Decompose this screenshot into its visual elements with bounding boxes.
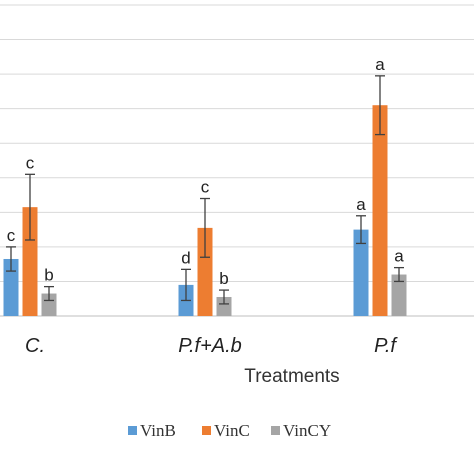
bar-vinb-0 [3, 258, 19, 316]
error-bar-vincy-0 [44, 285, 54, 302]
error-bar-vinc-1 [200, 197, 210, 258]
gridlines [0, 4, 474, 317]
error-bar-vinb-2 [356, 215, 366, 245]
legend-swatch [202, 426, 211, 435]
bar-vincy-1 [216, 296, 232, 316]
significance-label: d [181, 248, 190, 267]
legend-item-vinc: VinC [202, 421, 250, 440]
significance-labels: c d a c c a b b a [7, 55, 405, 288]
bar-vinb-2 [353, 229, 369, 316]
category-label: P.f+A.b [178, 335, 242, 357]
category-label: C. [25, 335, 45, 357]
legend-label: VinB [140, 421, 176, 440]
error-bar-vinc-2 [375, 75, 385, 136]
category-label: P.f [374, 335, 398, 357]
significance-label: a [394, 247, 404, 266]
legend: VinB VinC VinCY [128, 421, 331, 440]
error-bars [6, 75, 404, 305]
significance-label: c [7, 226, 16, 245]
bar-vincy-2 [391, 274, 407, 316]
legend-item-vincy: VinCY [271, 421, 331, 440]
legend-label: VinC [214, 421, 250, 440]
legend-label: VinCY [283, 421, 331, 440]
error-bar-vinb-0 [6, 246, 16, 272]
x-axis-title: Treatments [244, 366, 339, 387]
significance-label: a [375, 55, 385, 74]
error-bar-vinb-1 [181, 268, 191, 302]
bar-vincy-0 [41, 293, 57, 316]
bars [3, 105, 407, 316]
bar-vinc-1 [197, 227, 213, 316]
bar-vinc-0 [22, 207, 38, 316]
significance-label: b [219, 269, 228, 288]
significance-label: c [26, 153, 35, 172]
significance-label: c [201, 178, 210, 197]
significance-label: a [356, 195, 366, 214]
significance-label: b [44, 266, 53, 285]
legend-swatch [128, 426, 137, 435]
bar-vinc-2 [372, 105, 388, 316]
legend-item-vinb: VinB [128, 421, 176, 440]
error-bar-vinc-0 [25, 173, 35, 241]
error-bar-vincy-1 [219, 289, 229, 305]
legend-swatch [271, 426, 280, 435]
category-labels: C. P.f+A.b P.f [25, 335, 398, 357]
error-bar-vincy-2 [394, 266, 404, 283]
